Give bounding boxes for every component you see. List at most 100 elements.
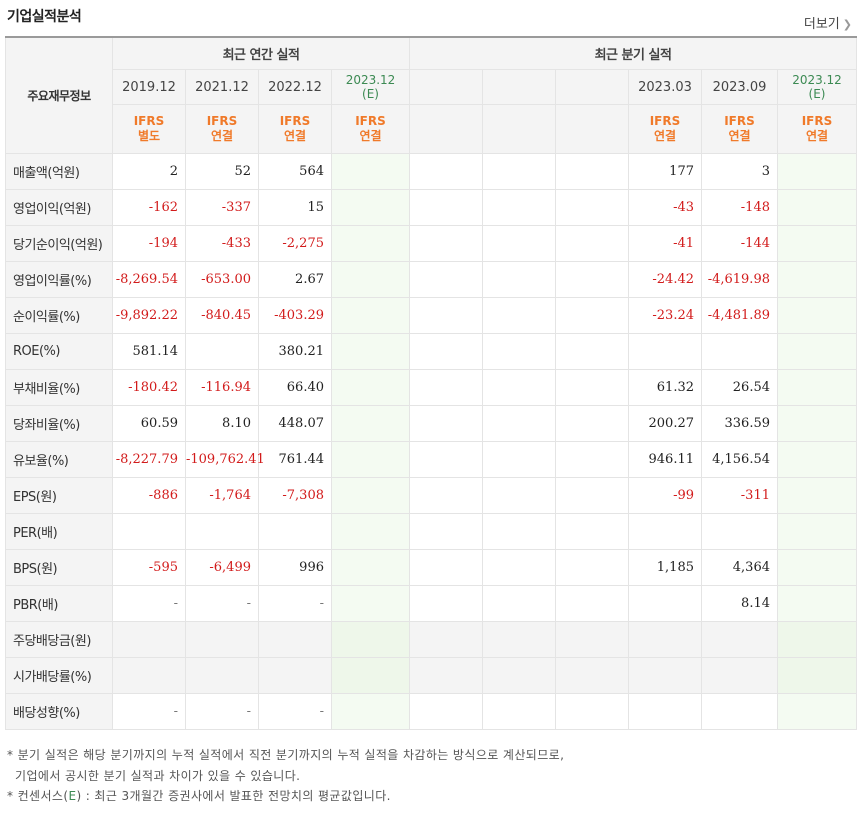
table-cell: 2.67 [258, 261, 332, 298]
row-label: 당기순이익(억원) [5, 225, 113, 262]
period-label: 2023.03 [638, 79, 692, 95]
table-cell [185, 621, 259, 658]
table-cell: 336.59 [701, 405, 778, 442]
table-cell [331, 693, 410, 730]
table-row: PER(배) [5, 513, 857, 550]
table-cell [409, 621, 483, 658]
table-cell [331, 621, 410, 658]
row-label: PER(배) [5, 513, 113, 550]
table-cell [331, 477, 410, 514]
table-cell: - [112, 585, 186, 622]
table-cell: -194 [112, 225, 186, 262]
row-label: 배당성향(%) [5, 693, 113, 730]
table-cell [409, 477, 483, 514]
period-header [409, 69, 483, 105]
table-cell: 564 [258, 153, 332, 190]
table-cell [331, 441, 410, 478]
table-cell [331, 585, 410, 622]
footnote-quarterly: * 분기 실적은 해당 분기까지의 누적 실적에서 직전 분기까지의 누적 실적… [7, 748, 565, 762]
table-row: 시가배당률(%) [5, 657, 857, 694]
table-cell [482, 657, 556, 694]
quarter-group-header: 최근 분기 실적 [409, 36, 857, 70]
table-cell: 946.11 [628, 441, 702, 478]
table-cell: 448.07 [258, 405, 332, 442]
basis-label: 연결 [210, 129, 234, 143]
table-cell [555, 477, 629, 514]
table-cell [258, 621, 332, 658]
financial-table-container: 주요재무정보 최근 연간 실적 최근 분기 실적 2019.12 2021.12 2… [5, 36, 857, 730]
table-cell [409, 549, 483, 586]
table-cell [258, 657, 332, 694]
basis-label: 연결 [283, 129, 307, 143]
period-label: 2021.12 [195, 79, 249, 95]
table-cell: -2,275 [258, 225, 332, 262]
financial-table: 주요재무정보 최근 연간 실적 최근 분기 실적 2019.12 2021.12 2… [5, 36, 857, 730]
table-row: PBR(배) - - -8.14 [5, 585, 857, 622]
period-header: 2021.12 [185, 69, 259, 105]
table-row: 당좌비율(%) 60.59 8.10 448.07 200.27 336.59 [5, 405, 857, 442]
ifrs-label: IFRS [133, 114, 165, 128]
table-cell [331, 549, 410, 586]
table-cell [777, 189, 857, 226]
table-cell [409, 657, 483, 694]
table-row: 영업이익(억원) -162 -337 15 -43 -148 [5, 189, 857, 226]
table-row: 매출액(억원) 2 52 564 177 3 [5, 153, 857, 190]
table-cell: 61.32 [628, 369, 702, 406]
accounting-basis-header [555, 104, 629, 154]
table-cell: -886 [112, 477, 186, 514]
row-label: 부채비율(%) [5, 369, 113, 406]
table-cell: 8.14 [701, 585, 778, 622]
row-label: 영업이익(억원) [5, 189, 113, 226]
table-cell [482, 261, 556, 298]
ifrs-label: IFRS [724, 114, 755, 128]
table-cell [482, 153, 556, 190]
table-cell [628, 693, 702, 730]
table-cell: 4,364 [701, 549, 778, 586]
period-header: 2023.09 [701, 69, 778, 105]
table-cell: -7,308 [258, 477, 332, 514]
accounting-basis-header: IFRS 별도 [112, 104, 186, 154]
basis-label: 별도 [137, 129, 161, 143]
table-cell [112, 621, 186, 658]
period-header: 2023.12 (E) [777, 69, 857, 105]
table-cell [777, 333, 857, 370]
accounting-basis-header [482, 104, 556, 154]
table-cell [555, 153, 629, 190]
table-cell [331, 369, 410, 406]
table-cell: 4,156.54 [701, 441, 778, 478]
table-cell [777, 225, 857, 262]
table-cell [777, 441, 857, 478]
basis-label: 연결 [359, 129, 382, 143]
table-cell: 52 [185, 153, 259, 190]
table-cell: - [258, 585, 332, 622]
table-cell [409, 693, 483, 730]
table-cell: -41 [628, 225, 702, 262]
row-label: 시가배당률(%) [5, 657, 113, 694]
basis-label: 연결 [805, 129, 829, 143]
table-cell: 8.10 [185, 405, 259, 442]
table-cell: -9,892.22 [112, 297, 186, 334]
footnote-consensus-prefix: * 컨센서스( [7, 789, 69, 803]
table-cell: -43 [628, 189, 702, 226]
table-cell: - [258, 693, 332, 730]
period-header [482, 69, 556, 105]
table-cell [701, 621, 778, 658]
table-cell [482, 621, 556, 658]
table-cell [777, 297, 857, 334]
table-row: 주당배당금(원) [5, 621, 857, 658]
table-row: ROE(%) 581.14 380.21 [5, 333, 857, 370]
period-header: 2019.12 [112, 69, 186, 105]
table-cell [482, 441, 556, 478]
more-link[interactable]: 더보기 ❯ [804, 13, 852, 32]
table-cell: -144 [701, 225, 778, 262]
table-cell [331, 153, 410, 190]
table-cell [555, 333, 629, 370]
table-cell: 761.44 [258, 441, 332, 478]
table-cell [331, 297, 410, 334]
table-cell [777, 513, 857, 550]
table-cell: -595 [112, 549, 186, 586]
table-cell: 177 [628, 153, 702, 190]
table-cell [112, 657, 186, 694]
table-cell [628, 657, 702, 694]
table-cell [777, 621, 857, 658]
